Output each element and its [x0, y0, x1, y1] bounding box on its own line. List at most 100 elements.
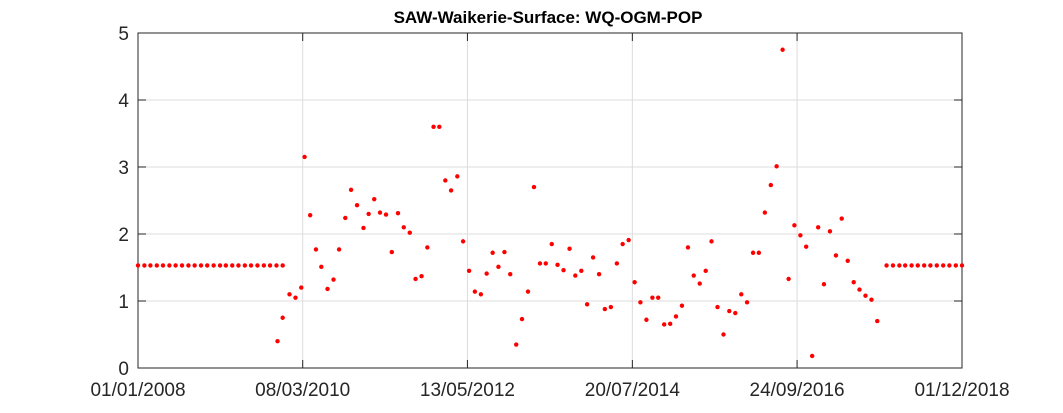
- data-point: [543, 261, 548, 266]
- data-point: [697, 281, 702, 286]
- data-point: [280, 263, 285, 268]
- data-point: [792, 223, 797, 228]
- data-point: [160, 263, 166, 268]
- data-point: [460, 239, 466, 244]
- data-point: [679, 303, 685, 308]
- data-point: [336, 247, 342, 252]
- data-point: [890, 263, 896, 268]
- data-point: [567, 246, 572, 251]
- y-tick-labels: 0 1 2 3 4 5: [118, 24, 129, 380]
- x-tick-label: 13/05/2012: [420, 380, 515, 401]
- data-point: [425, 245, 430, 250]
- data-point: [934, 263, 939, 268]
- data-point: [608, 304, 614, 310]
- data-point: [780, 47, 785, 52]
- data-point: [644, 317, 649, 322]
- data-point: [947, 263, 952, 268]
- data-points: [135, 47, 965, 359]
- data-point: [590, 255, 596, 260]
- data-point: [851, 280, 856, 285]
- data-point: [821, 282, 827, 287]
- data-point: [626, 237, 631, 243]
- y-tick-label: 5: [118, 24, 129, 45]
- data-point: [768, 182, 774, 188]
- data-point: [632, 280, 637, 285]
- data-point: [845, 258, 850, 263]
- data-point: [921, 263, 927, 268]
- data-point: [361, 225, 366, 231]
- data-point: [354, 202, 360, 208]
- data-point: [198, 263, 204, 268]
- chart-title: SAW-Waikerie-Surface: WQ-OGM-POP: [394, 8, 703, 27]
- data-point: [179, 263, 185, 268]
- data-point: [223, 263, 229, 268]
- y-tick-label: 2: [118, 225, 129, 246]
- data-point: [478, 292, 484, 297]
- data-point: [135, 263, 141, 268]
- data-point: [307, 213, 313, 218]
- data-point: [407, 230, 412, 235]
- data-point: [205, 263, 210, 268]
- x-tick-label: 01/01/2008: [90, 380, 185, 401]
- data-point: [827, 229, 833, 234]
- data-point: [372, 196, 377, 202]
- axis-ticks: [137, 32, 963, 369]
- data-point: [455, 174, 460, 179]
- data-point: [293, 295, 298, 300]
- data-point: [142, 263, 147, 268]
- data-point: [154, 263, 160, 268]
- data-point: [299, 285, 304, 290]
- data-point: [721, 332, 726, 337]
- data-point: [756, 250, 762, 255]
- data-point: [884, 263, 889, 268]
- data-point: [366, 211, 371, 217]
- data-point: [267, 263, 273, 268]
- data-point: [419, 274, 424, 279]
- x-tick-label: 24/09/2016: [750, 380, 845, 401]
- data-point: [798, 233, 803, 238]
- data-point: [261, 263, 267, 268]
- data-point: [377, 210, 383, 215]
- data-point: [531, 184, 537, 190]
- data-point: [786, 276, 791, 282]
- data-point: [869, 297, 874, 302]
- data-point: [537, 261, 543, 266]
- data-point: [348, 187, 354, 192]
- data-point: [638, 300, 643, 305]
- data-point: [655, 295, 661, 300]
- data-point: [573, 273, 578, 278]
- data-point: [484, 271, 489, 276]
- data-point: [839, 216, 844, 221]
- data-point: [443, 178, 448, 183]
- data-point: [211, 263, 216, 268]
- data-point: [863, 293, 868, 298]
- data-point: [242, 263, 248, 268]
- data-point: [319, 264, 324, 270]
- y-tick-label: 1: [118, 292, 129, 313]
- plot-area-frame: [137, 32, 963, 369]
- data-point: [727, 308, 732, 314]
- y-tick-label: 3: [118, 158, 129, 179]
- data-point: [173, 263, 178, 268]
- data-point: [857, 287, 862, 292]
- data-point: [733, 310, 738, 316]
- data-point: [236, 263, 241, 268]
- data-point: [490, 250, 495, 255]
- data-point: [833, 253, 839, 258]
- data-point: [909, 263, 914, 268]
- data-point: [602, 306, 608, 312]
- data-point: [739, 292, 744, 297]
- data-point: [549, 241, 554, 247]
- data-point: [673, 314, 679, 319]
- data-point: [915, 263, 920, 268]
- grid-lines: [138, 33, 962, 368]
- data-point: [508, 272, 513, 277]
- data-point: [274, 263, 279, 268]
- data-point: [519, 316, 525, 322]
- y-tick-label: 4: [118, 91, 129, 112]
- data-point: [248, 263, 254, 268]
- data-point: [217, 263, 223, 268]
- data-point: [940, 263, 946, 268]
- data-point: [343, 215, 348, 221]
